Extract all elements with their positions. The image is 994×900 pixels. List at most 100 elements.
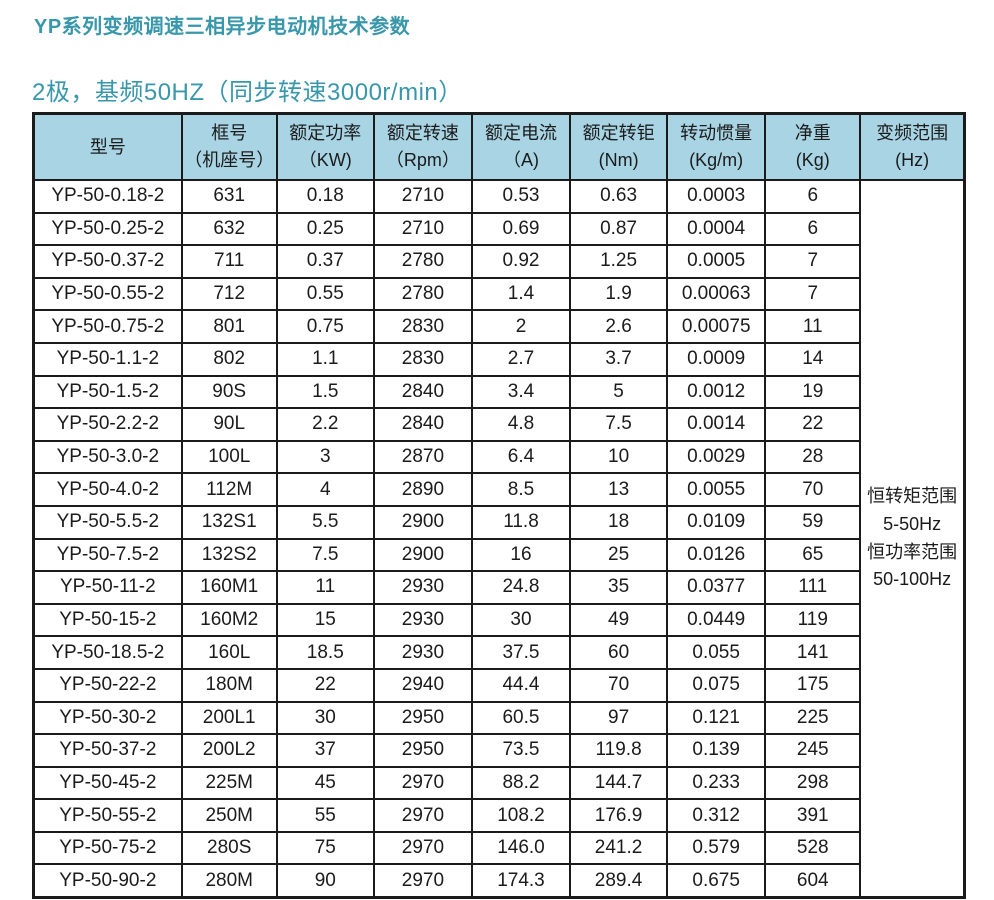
cell-torque: 60 bbox=[569, 635, 669, 670]
section-subtitle: 2极，基频50HZ（同步转速3000r/min） bbox=[32, 79, 463, 106]
cell-torque: 1.9 bbox=[569, 276, 669, 312]
freq-range-line: 50-100Hz bbox=[873, 569, 952, 590]
cell-speed: 2710 bbox=[372, 211, 473, 247]
cell-weight: 22 bbox=[764, 407, 862, 442]
cell-power: 7.5 bbox=[275, 537, 375, 573]
cell-model: YP-50-90-2 bbox=[32, 863, 183, 899]
cell-frame: 90S bbox=[180, 374, 278, 410]
cell-current: 1.4 bbox=[470, 276, 572, 312]
table-row: YP-50-1.5-2 90S 1.5 2840 3.4 5 0.0012 19 bbox=[32, 374, 965, 410]
cell-torque: 3.7 bbox=[569, 341, 669, 377]
cell-torque: 0.63 bbox=[569, 179, 669, 214]
cell-model: YP-50-37-2 bbox=[32, 733, 183, 768]
cell-speed: 2780 bbox=[372, 244, 473, 279]
cell-torque: 7.5 bbox=[569, 407, 669, 442]
table-header: 型号 框号 （机座号） 额定功率 （KW) 额定转速 （Rpm） 额定电流 （A) 额定转钜 (Nm… bbox=[32, 112, 966, 181]
column-header-line: （KW) bbox=[298, 150, 352, 170]
cell-frame: 250M bbox=[180, 798, 278, 833]
cell-power: 18.5 bbox=[275, 635, 375, 670]
cell-current: 2 bbox=[470, 309, 572, 344]
column-header-line: （A) bbox=[502, 150, 539, 170]
table-row: YP-50-4.0-2 112M 4 2890 8.5 13 0.0055 70 bbox=[32, 472, 965, 507]
cell-speed: 2970 bbox=[372, 863, 473, 899]
cell-model: YP-50-18.5-2 bbox=[32, 635, 183, 670]
cell-frame: 132S2 bbox=[180, 537, 278, 573]
cell-inertia: 0.0109 bbox=[666, 504, 767, 540]
column-header-line: (Kg) bbox=[795, 150, 830, 170]
cell-inertia: 0.0126 bbox=[666, 537, 767, 573]
page-title: YP系列变频调速三相异步电动机技术参数 bbox=[34, 16, 411, 38]
cell-torque: 119.8 bbox=[569, 733, 669, 768]
table-row: YP-50-18.5-2 160L 18.5 2930 37.5 60 0.055 141 bbox=[32, 635, 965, 670]
cell-inertia: 0.579 bbox=[666, 830, 767, 866]
cell-speed: 2830 bbox=[372, 309, 473, 344]
cell-current: 0.92 bbox=[470, 244, 572, 279]
cell-speed: 2950 bbox=[372, 700, 473, 736]
table-row: YP-50-37-2 200L2 37 2950 73.5 119.8 0.139 245 bbox=[32, 733, 965, 768]
cell-weight: 225 bbox=[764, 700, 862, 736]
table-body: YP-50-0.18-2 631 0.18 2710 0.53 0.63 0.0003 6 恒转… bbox=[32, 179, 966, 899]
cell-model: YP-50-22-2 bbox=[32, 667, 183, 703]
cell-power: 5.5 bbox=[275, 504, 375, 540]
cell-current: 11.8 bbox=[470, 504, 572, 540]
cell-inertia: 0.00063 bbox=[666, 276, 767, 312]
cell-torque: 176.9 bbox=[569, 798, 669, 833]
cell-frame: 100L bbox=[180, 439, 278, 475]
cell-speed: 2870 bbox=[372, 439, 473, 475]
cell-frame: 802 bbox=[180, 341, 278, 377]
column-header-power: 额定功率 （KW) bbox=[275, 112, 375, 181]
cell-frame: 160L bbox=[180, 635, 278, 670]
column-header-line: 额定转速 bbox=[386, 123, 459, 143]
cell-power: 55 bbox=[275, 798, 375, 833]
cell-frame: 90L bbox=[180, 407, 278, 442]
cell-inertia: 0.0004 bbox=[666, 211, 767, 247]
table-row: YP-50-5.5-2 132S1 5.5 2900 11.8 18 0.0109 59 bbox=[32, 504, 965, 540]
cell-model: YP-50-3.0-2 bbox=[32, 439, 183, 475]
cell-inertia: 0.0012 bbox=[666, 374, 767, 410]
cell-weight: 391 bbox=[764, 798, 862, 833]
cell-model: YP-50-1.1-2 bbox=[32, 341, 183, 377]
cell-model: YP-50-4.0-2 bbox=[32, 472, 183, 507]
table-row: YP-50-45-2 225M 45 2970 88.2 144.7 0.233 298 bbox=[32, 765, 965, 801]
cell-power: 90 bbox=[275, 863, 375, 899]
cell-model: YP-50-5.5-2 bbox=[32, 504, 183, 540]
cell-power: 11 bbox=[275, 570, 375, 605]
cell-inertia: 0.0014 bbox=[666, 407, 767, 442]
cell-current: 60.5 bbox=[470, 700, 572, 736]
cell-frame: 160M2 bbox=[180, 602, 278, 638]
cell-current: 30 bbox=[470, 602, 572, 638]
column-header-speed: 额定转速 （Rpm） bbox=[372, 112, 473, 181]
cell-inertia: 0.0009 bbox=[666, 341, 767, 377]
table-row: YP-50-55-2 250M 55 2970 108.2 176.9 0.312 391 bbox=[32, 798, 965, 833]
header-row: 型号 框号 （机座号） 额定功率 （KW) 额定转速 （Rpm） 额定电流 （A) 额定转钜 (Nm… bbox=[32, 112, 966, 181]
cell-model: YP-50-0.18-2 bbox=[32, 179, 183, 214]
cell-inertia: 0.055 bbox=[666, 635, 767, 670]
cell-frame: 200L2 bbox=[180, 733, 278, 768]
cell-weight: 59 bbox=[764, 504, 862, 540]
cell-inertia: 0.0377 bbox=[666, 570, 767, 605]
cell-model: YP-50-0.55-2 bbox=[32, 276, 183, 312]
cell-power: 3 bbox=[275, 439, 375, 475]
cell-current: 3.4 bbox=[470, 374, 572, 410]
column-header-line: (Kg/m) bbox=[689, 150, 744, 170]
cell-speed: 2930 bbox=[372, 570, 473, 605]
cell-torque: 49 bbox=[569, 602, 669, 638]
cell-inertia: 0.0449 bbox=[666, 602, 767, 638]
cell-current: 146.0 bbox=[470, 830, 572, 866]
cell-torque: 241.2 bbox=[569, 830, 669, 866]
cell-power: 1.1 bbox=[275, 341, 375, 377]
cell-speed: 2970 bbox=[372, 765, 473, 801]
table-row: YP-50-90-2 280M 90 2970 174.3 289.4 0.675 604 bbox=[32, 863, 965, 899]
cell-weight: 119 bbox=[764, 602, 862, 638]
cell-speed: 2940 bbox=[372, 667, 473, 703]
cell-power: 22 bbox=[275, 667, 375, 703]
cell-weight: 6 bbox=[764, 179, 862, 214]
cell-model: YP-50-45-2 bbox=[32, 765, 183, 801]
cell-power: 37 bbox=[275, 733, 375, 768]
column-header-line: 净重 bbox=[794, 123, 831, 143]
cell-frame: 180M bbox=[180, 667, 278, 703]
cell-frame: 225M bbox=[180, 765, 278, 801]
cell-model: YP-50-55-2 bbox=[32, 798, 183, 833]
cell-current: 88.2 bbox=[470, 765, 572, 801]
